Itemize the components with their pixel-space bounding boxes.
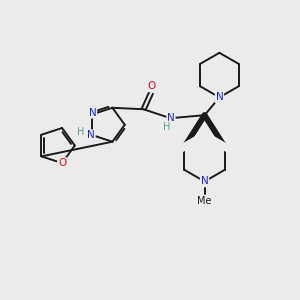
- Text: H: H: [77, 127, 85, 137]
- Text: Me: Me: [197, 196, 212, 206]
- Text: H: H: [163, 122, 170, 131]
- Text: O: O: [58, 158, 66, 168]
- Text: N: N: [87, 130, 95, 140]
- Text: N: N: [215, 92, 223, 102]
- Text: O: O: [148, 81, 156, 92]
- Text: N: N: [88, 108, 96, 118]
- Text: N: N: [167, 112, 175, 123]
- Text: N: N: [201, 176, 208, 187]
